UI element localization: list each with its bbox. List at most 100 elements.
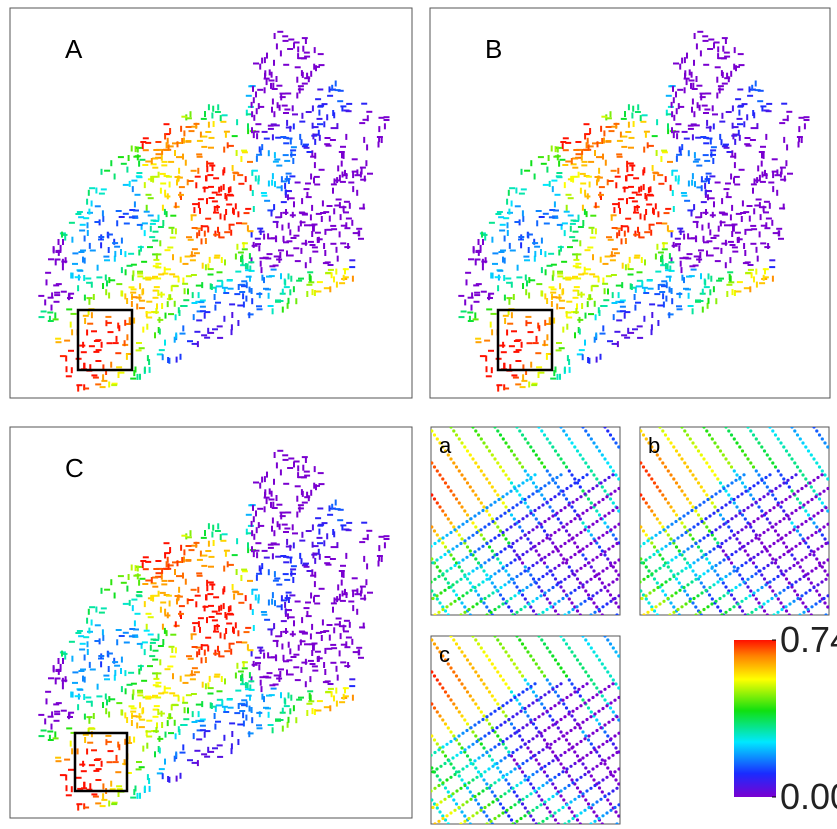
building-dot	[313, 596, 315, 602]
building-dot	[608, 239, 614, 241]
building-dot	[285, 628, 287, 634]
building-dot	[317, 123, 323, 125]
building-dot	[736, 602, 739, 605]
building-dot	[209, 584, 215, 586]
building-dot	[147, 665, 153, 667]
building-dot	[137, 374, 139, 380]
building-dot	[365, 160, 367, 166]
building-dot	[248, 680, 254, 682]
building-dot	[520, 242, 522, 248]
building-dot	[313, 126, 319, 128]
building-dot	[324, 229, 326, 235]
building-dot	[100, 661, 102, 667]
building-dot	[212, 611, 218, 613]
building-dot	[150, 226, 152, 232]
building-dot	[223, 184, 225, 190]
building-dot	[261, 614, 267, 616]
building-dot	[54, 731, 56, 737]
building-dot	[601, 498, 604, 501]
building-dot	[707, 48, 713, 50]
building-dot	[581, 457, 584, 460]
building-dot	[706, 498, 709, 501]
building-dot	[317, 542, 323, 544]
building-dot	[733, 501, 736, 504]
building-dot	[285, 93, 291, 95]
building-dot	[622, 225, 628, 227]
building-dot	[585, 509, 588, 512]
building-dot	[84, 737, 86, 743]
building-dot	[532, 577, 535, 580]
building-dot	[726, 196, 732, 198]
building-dot	[814, 602, 817, 605]
building-dot	[599, 186, 605, 188]
building-dot	[326, 145, 332, 147]
building-dot	[466, 481, 469, 484]
building-dot	[276, 504, 282, 506]
building-dot	[498, 216, 504, 218]
building-dot	[561, 597, 564, 600]
building-dot	[264, 489, 266, 495]
building-dot	[124, 320, 126, 326]
building-dot	[466, 545, 469, 548]
building-dot	[246, 95, 252, 97]
building-dot	[743, 211, 749, 213]
building-dot	[587, 357, 589, 363]
building-dot	[508, 299, 510, 305]
building-dot	[88, 209, 90, 215]
building-dot	[684, 87, 686, 93]
building-dot	[565, 523, 568, 526]
building-dot	[750, 575, 753, 578]
building-dot	[810, 581, 813, 584]
building-dot	[599, 481, 602, 484]
building-dot	[641, 257, 643, 263]
building-dot	[136, 349, 142, 351]
building-dot	[611, 509, 614, 512]
building-dot	[343, 275, 345, 281]
building-dot	[133, 370, 135, 376]
building-dot	[735, 505, 738, 508]
building-dot	[535, 597, 538, 600]
building-dot	[263, 288, 269, 290]
building-dot	[640, 561, 643, 564]
building-dot	[553, 495, 556, 498]
building-dot	[675, 577, 678, 580]
building-dot	[595, 445, 598, 448]
building-dot	[712, 547, 715, 550]
building-dot	[491, 237, 493, 243]
building-dot	[744, 517, 747, 520]
building-dot	[694, 578, 697, 581]
building-dot	[538, 325, 540, 331]
building-dot	[515, 575, 518, 578]
building-dot	[738, 573, 741, 576]
building-dot	[251, 288, 253, 294]
building-dot	[441, 608, 444, 611]
panel-label: B	[485, 34, 502, 64]
building-dot	[100, 805, 106, 807]
building-dot	[264, 57, 266, 63]
building-dot	[752, 484, 755, 487]
building-dot	[716, 77, 718, 83]
building-dot	[576, 545, 579, 548]
building-dot	[716, 445, 719, 448]
building-dot	[661, 525, 664, 528]
building-dot	[121, 582, 127, 584]
building-dot	[116, 336, 118, 342]
building-dot	[684, 531, 687, 534]
building-dot	[308, 241, 314, 243]
building-dot	[821, 437, 824, 440]
building-dot	[625, 238, 627, 244]
building-dot	[289, 594, 295, 596]
building-dot	[72, 263, 78, 265]
building-dot	[700, 581, 703, 584]
building-dot	[651, 312, 653, 318]
building-dot	[242, 293, 244, 299]
building-dot	[241, 150, 247, 152]
building-dot	[582, 220, 584, 226]
building-dot	[325, 680, 331, 682]
building-dot	[551, 509, 554, 512]
building-dot	[708, 39, 714, 41]
building-dot	[249, 266, 251, 272]
building-dot	[145, 277, 151, 279]
building-dot	[201, 537, 207, 539]
building-dot	[118, 575, 124, 577]
